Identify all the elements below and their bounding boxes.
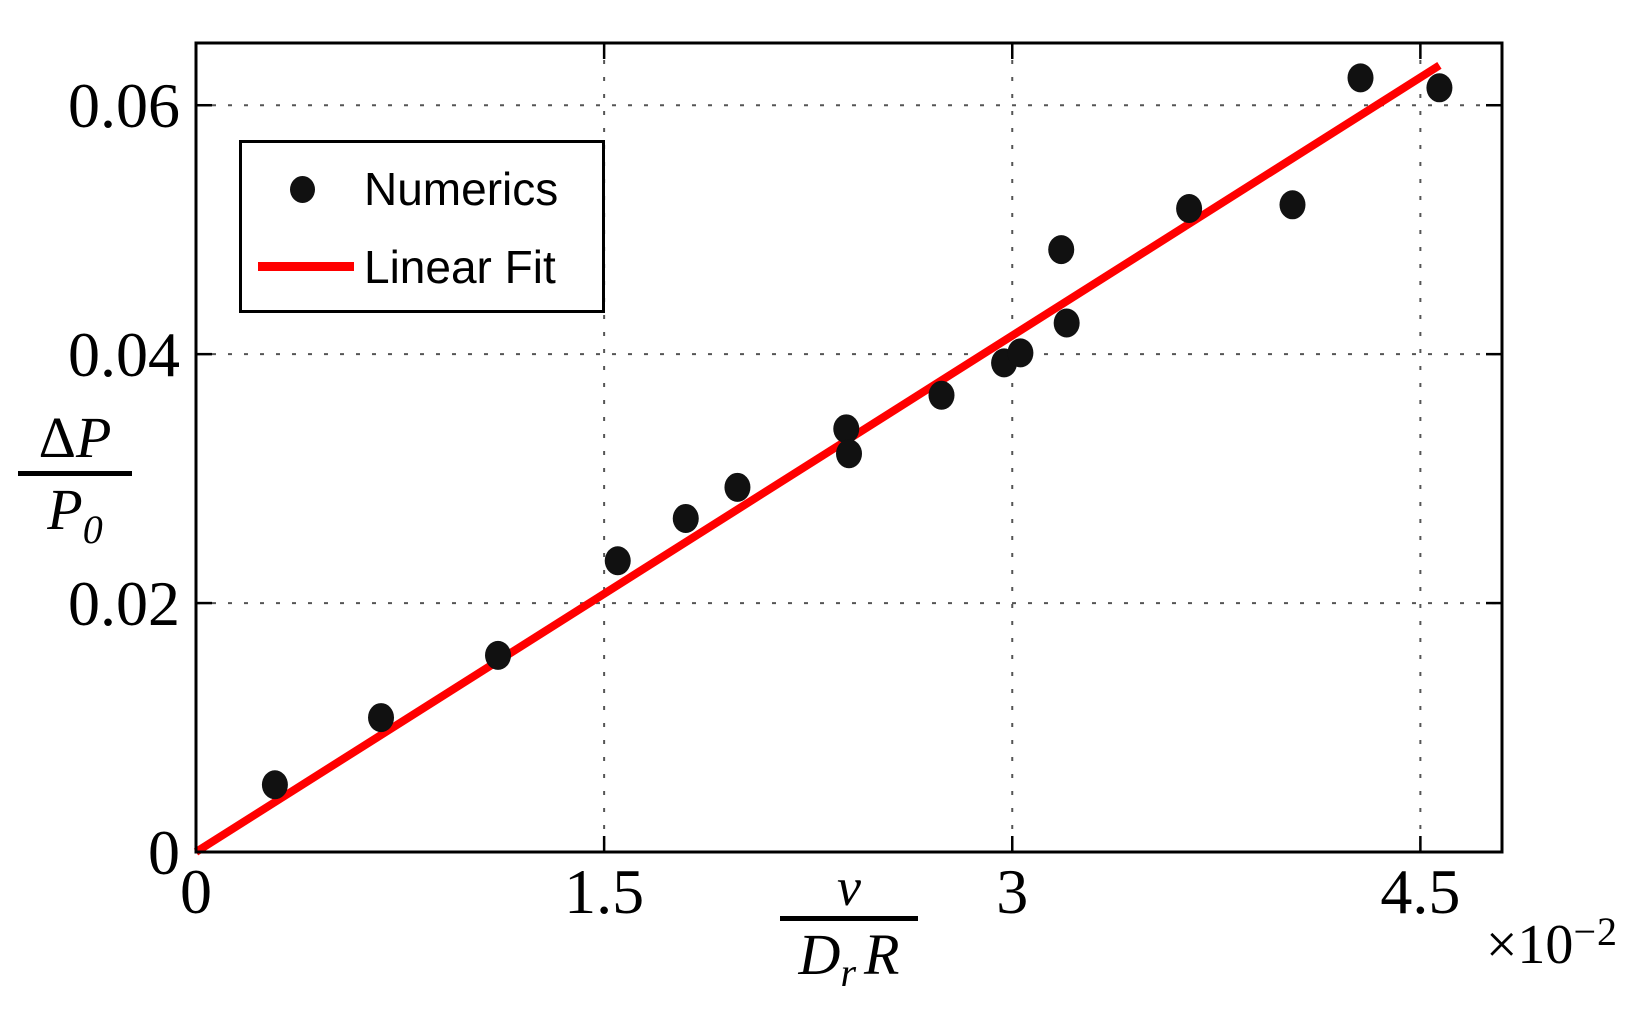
numerics-data-point [368,703,395,733]
numerics-data-point [836,439,862,469]
numerics-data-point [1048,235,1075,265]
y-label-den-var: P [47,477,83,542]
x-label-denominator: Dr R [780,923,918,1005]
linear-fit-line [193,62,1442,856]
y-label-den-sub: 0 [82,507,103,552]
data-series [193,62,1453,856]
numerics-data-point [604,546,631,576]
x-label-den-second-var: R [864,922,900,987]
legend: Numerics Linear Fit [239,140,605,313]
y-label-fraction-bar [18,471,132,476]
plot-frame [194,41,1504,854]
numerics-data-point [724,472,751,502]
legend-label-numerics: Numerics [364,163,559,215]
numerics-data-point [672,503,699,533]
x-tick-label: 4.5 [1380,856,1460,927]
x-label-numerator: v [837,857,861,917]
y-label-denominator: P0 [18,478,132,562]
y-axis-label: ΔP P0 [18,408,132,562]
y-tick-label: 0.02 [68,568,180,639]
numerics-data-point [1279,190,1306,220]
numerics-data-point [928,380,955,410]
y-tick-label: 0.04 [68,319,180,390]
y-label-num-var: P [75,405,112,470]
legend-label-linear-fit: Linear Fit [364,241,556,293]
x-label-den-var: D [798,922,841,987]
y-tick-label: 0 [148,817,180,888]
numerics-data-point [1426,73,1453,103]
x-label-den-sub: r [840,950,857,995]
grid-lines [196,43,1502,852]
offset-base: ×10 [1485,914,1574,976]
y-label-numerator: ΔP [18,408,132,468]
x-tick-label: 0 [180,856,212,927]
x-tick-label: 3 [996,856,1028,927]
numerics-data-point [833,414,860,444]
x-label-fraction-bar [780,916,918,921]
legend-marker-dot [290,176,315,203]
axis-ticks [194,43,1502,854]
tick-labels: 0 1.5 3 4.5 0 0.02 0.04 0.06 [68,70,1460,927]
y-tick-label: 0.06 [68,70,180,141]
numerics-data-point [1053,308,1080,338]
x-axis-label: v Dr R [780,860,918,1005]
legend-line-sample [258,262,354,271]
numerics-data-point [1007,338,1034,368]
offset-exponent: −2 [1573,909,1618,954]
numerics-data-point [1347,63,1374,93]
x-axis-offset-text: ×10−2 [1486,902,1618,975]
x-tick-label: 1.5 [564,856,644,927]
numerics-data-point [485,640,512,670]
numerics-data-point [1176,194,1203,224]
delta-symbol: Δ [38,405,76,470]
numerics-data-point [261,770,288,800]
